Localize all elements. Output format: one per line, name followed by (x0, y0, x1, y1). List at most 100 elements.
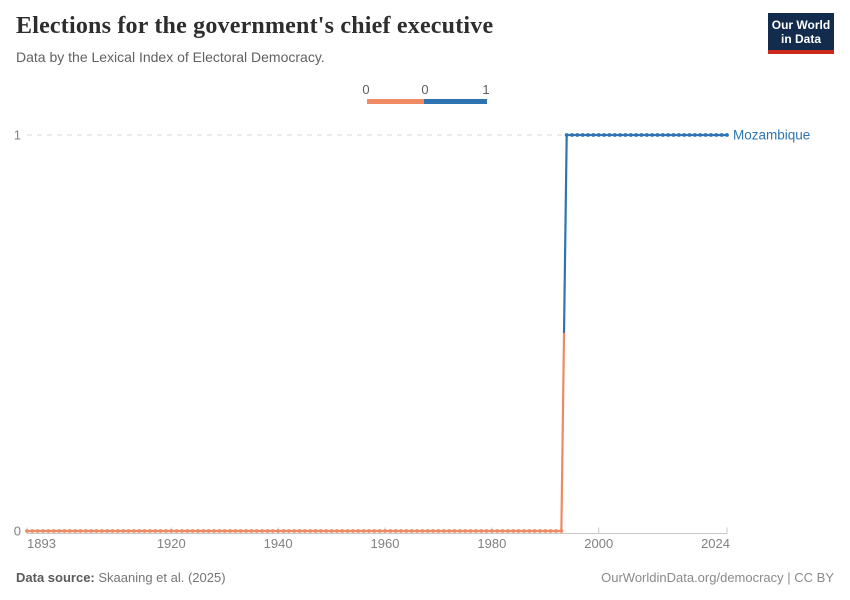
data-point-marker (105, 529, 110, 533)
data-point-marker (30, 529, 35, 533)
data-point-marker (212, 529, 216, 533)
data-point-marker (340, 529, 345, 533)
data-point-marker (506, 529, 510, 533)
data-point-marker (714, 133, 719, 137)
data-point-marker (115, 529, 120, 533)
series-line-value0 (27, 332, 566, 533)
data-point-marker (660, 133, 665, 137)
data-point-marker (511, 529, 516, 533)
data-point-marker (222, 529, 227, 533)
data-point-marker (596, 133, 601, 137)
data-point-marker (618, 133, 623, 137)
data-source-label: Data source: (16, 570, 95, 585)
data-point-marker (142, 529, 147, 533)
data-point-marker (41, 529, 45, 533)
data-point-marker (538, 529, 542, 533)
chart-subtitle: Data by the Lexical Index of Electoral D… (16, 49, 325, 65)
x-tick-label-1980: 1980 (477, 536, 506, 551)
data-point-marker (249, 529, 254, 533)
x-tick-label-1960: 1960 (371, 536, 400, 551)
data-point-marker (286, 529, 291, 533)
y-tick-label-1: 1 (14, 128, 21, 143)
data-point-marker (372, 529, 377, 533)
data-point-marker (564, 133, 569, 137)
legend-segment-value1 (424, 99, 487, 104)
data-point-marker (238, 529, 243, 533)
data-point-marker (489, 529, 494, 533)
owid-logo: Our World in Data (768, 13, 834, 54)
series-line-value1 (562, 133, 727, 334)
data-point-marker (228, 529, 232, 533)
data-point-marker (484, 529, 489, 533)
data-point-marker (324, 529, 329, 533)
data-point-marker (180, 529, 184, 533)
data-point-marker (468, 529, 473, 533)
data-point-marker (687, 133, 692, 137)
data-point-marker (164, 529, 168, 533)
data-point-marker (612, 133, 617, 137)
data-point-marker (548, 529, 553, 533)
data-point-marker (709, 133, 713, 137)
data-point-marker (121, 529, 126, 533)
data-point-marker (591, 133, 596, 137)
data-point-marker (420, 529, 425, 533)
data-point-marker (174, 529, 179, 533)
data-point-marker (137, 529, 142, 533)
data-point-marker (479, 529, 484, 533)
page-title: Elections for the government's chief exe… (16, 13, 494, 39)
data-point-marker (99, 529, 104, 533)
data-point-marker (527, 529, 532, 533)
data-point-marker (292, 529, 297, 533)
data-point-marker (575, 133, 580, 137)
data-point-marker (281, 529, 286, 533)
x-tick-label-1940: 1940 (264, 536, 293, 551)
owid-logo-line1: Our World (771, 18, 831, 32)
data-point-marker (532, 529, 537, 533)
data-source-note: Data source: Skaaning et al. (2025) (16, 570, 226, 585)
data-point-marker (244, 529, 248, 533)
data-point-marker (570, 133, 574, 137)
data-point-marker (367, 529, 371, 533)
data-point-marker (265, 529, 270, 533)
data-point-marker (516, 529, 521, 533)
data-point-marker (500, 529, 505, 533)
data-point-marker (623, 133, 628, 137)
data-point-marker (297, 529, 302, 533)
data-point-marker (62, 529, 67, 533)
data-point-marker (725, 133, 729, 137)
data-point-marker (46, 529, 51, 533)
data-point-marker (447, 529, 452, 533)
data-point-marker (693, 133, 697, 137)
data-point-marker (35, 529, 40, 533)
data-point-marker (89, 529, 94, 533)
data-point-marker (51, 529, 56, 533)
data-point-marker (270, 529, 275, 533)
data-point-marker (580, 133, 585, 137)
data-point-marker (404, 529, 409, 533)
data-point-marker (206, 529, 211, 533)
data-point-marker (495, 529, 500, 533)
data-point-marker (73, 529, 77, 533)
data-point-marker (345, 529, 350, 533)
x-tick-label-2024: 2024 (701, 536, 730, 551)
x-tick-label-1920: 1920 (157, 536, 186, 551)
data-point-marker (377, 529, 382, 533)
data-point-marker (302, 529, 307, 533)
data-point-marker (196, 529, 200, 533)
data-point-marker (351, 529, 355, 533)
data-point-marker (473, 529, 478, 533)
data-point-marker (148, 529, 152, 533)
data-point-marker (335, 529, 339, 533)
data-point-marker (329, 529, 334, 533)
data-point-marker (158, 529, 163, 533)
data-point-marker (607, 133, 612, 137)
data-point-marker (276, 529, 281, 533)
owid-logo-line2: in Data (780, 32, 821, 46)
data-point-marker (655, 133, 660, 137)
legend-segment-value0 (367, 99, 424, 104)
data-point-marker (602, 133, 606, 137)
data-point-marker (559, 529, 564, 533)
license-note: OurWorldinData.org/democracy | CC BY (601, 570, 834, 585)
data-point-marker (671, 133, 676, 137)
data-point-marker (308, 529, 313, 533)
